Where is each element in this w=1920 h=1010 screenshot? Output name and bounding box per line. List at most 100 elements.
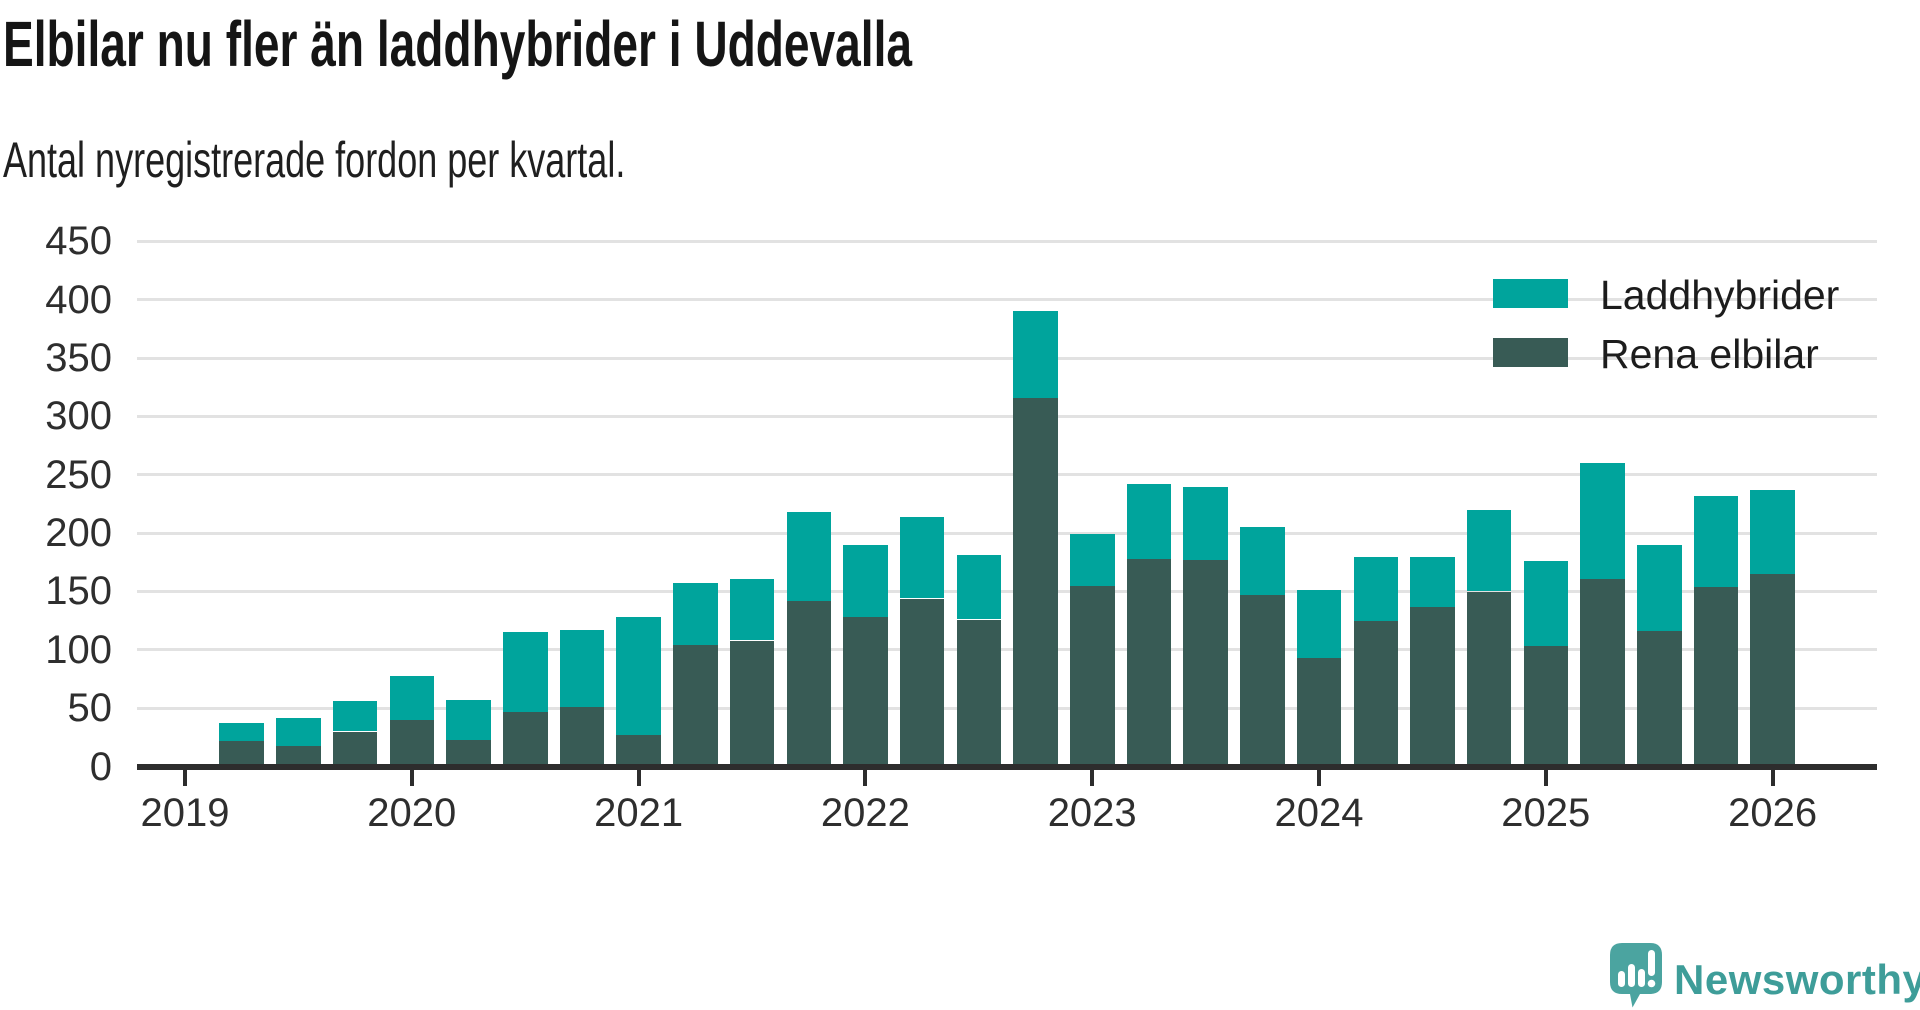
bar-segment-laddhybrider-2024-q2 [1353,556,1398,621]
bar-segment-rena-elbilar-2025-q3 [1637,631,1682,767]
bar-segment-rena-elbilar-2024-q4 [1466,591,1512,767]
bar-segment-rena-elbilar-2024-q2 [1353,620,1398,767]
y-axis-label: 200 [45,511,112,556]
bar-segment-rena-elbilar-2025-q4 [1693,586,1739,767]
x-axis-label: 2019 [140,791,230,835]
y-axis-label: 400 [45,277,112,322]
legend-swatch-rena-elbilar [1493,338,1568,367]
bar-segment-laddhybrider-2023-q2 [1126,484,1172,559]
gridline-400 [137,298,1877,302]
y-axis-label: 0 [89,744,112,789]
bar-segment-laddhybrider-2025-q4 [1693,495,1739,587]
bar-segment-rena-elbilar-2022-q4 [1013,397,1058,767]
bar-segment-rena-elbilar-2021-q4 [786,600,831,767]
bar-segment-rena-elbilar-2021-q2 [673,645,718,767]
gridline-100 [137,648,1877,652]
gridline-200 [137,531,1877,535]
bar-segment-rena-elbilar-2019-q2 [219,740,264,767]
bar-segment-laddhybrider-2021-q3 [729,578,775,641]
bar-segment-laddhybrider-2025-q1 [1523,561,1569,647]
bar-segment-laddhybrider-2020-q4 [559,630,605,707]
bar-segment-laddhybrider-2024-q4 [1466,509,1512,592]
bar-segment-rena-elbilar-2025-q1 [1523,646,1569,767]
y-axis-label: 450 [45,219,112,264]
bar-segment-laddhybrider-2023-q4 [1240,527,1285,595]
bar-segment-rena-elbilar-2022-q3 [956,619,1002,767]
bar-segment-rena-elbilar-2022-q1 [843,617,888,767]
bar-segment-laddhybrider-2025-q2 [1580,463,1625,579]
bar-segment-laddhybrider-2020-q3 [503,632,548,712]
bar-segment-laddhybrider-2021-q2 [673,583,718,646]
legend-swatch-laddhybrider [1493,279,1568,308]
bar-segment-laddhybrider-2025-q3 [1637,544,1682,632]
bar-segment-rena-elbilar-2019-q3 [276,745,321,767]
bar-segment-rena-elbilar-2023-q2 [1126,558,1172,767]
bar-segment-rena-elbilar-2025-q2 [1580,578,1625,767]
newsworthy-speech-bubble-bar-chart-icon [1610,943,1662,1008]
legend-label-laddhybrider: Laddhybrider [1600,272,1840,318]
bar-segment-rena-elbilar-2024-q1 [1296,658,1342,767]
chart-title: Elbilar nu fler än laddhybrider i Uddeva… [3,8,913,80]
bar-segment-rena-elbilar-2020-q1 [389,719,435,767]
gridline-350 [137,356,1877,360]
bar-segment-laddhybrider-2024-q3 [1410,556,1455,607]
bar-segment-rena-elbilar-2020-q3 [503,711,548,767]
bar-segment-laddhybrider-2023-q3 [1183,486,1228,560]
y-axis-label: 50 [67,686,113,731]
bar-segment-rena-elbilar-2022-q2 [899,598,945,767]
bar-segment-laddhybrider-2023-q1 [1070,534,1115,586]
bar-segment-rena-elbilar-2021-q1 [616,735,661,767]
bar-segment-laddhybrider-2022-q4 [1013,311,1058,398]
year-tick-2020 [409,770,414,786]
y-axis-label: 350 [45,336,112,381]
bar-segment-rena-elbilar-2020-q2 [446,739,491,767]
x-axis-label: 2022 [820,791,910,835]
x-axis-label: 2023 [1047,791,1137,835]
year-tick-2021 [636,770,641,786]
year-tick-2026 [1770,770,1775,786]
bar-segment-rena-elbilar-2020-q4 [559,707,605,767]
bar-segment-laddhybrider-2022-q3 [956,555,1002,620]
x-axis-label: 2024 [1274,791,1364,835]
bar-segment-rena-elbilar-2023-q4 [1240,595,1285,767]
y-axis-label: 100 [45,627,112,672]
year-tick-2019 [183,770,187,786]
bar-segment-laddhybrider-2022-q2 [899,516,945,599]
bar-segment-laddhybrider-2020-q1 [389,675,435,720]
bar-segment-laddhybrider-2019-q2 [219,723,264,741]
y-axis-label: 300 [45,394,112,439]
year-tick-2025 [1543,770,1548,786]
bar-segment-laddhybrider-2019-q4 [332,701,378,732]
bar-segment-laddhybrider-2021-q4 [786,512,831,601]
bar-segment-laddhybrider-2026-q1 [1750,490,1795,574]
bar-segment-rena-elbilar-2019-q4 [332,731,378,767]
year-tick-2022 [863,770,868,786]
gridline-150 [137,589,1877,593]
bar-segment-rena-elbilar-2024-q3 [1410,606,1455,767]
bar-segment-rena-elbilar-2023-q1 [1070,585,1115,767]
x-axis-label: 2025 [1501,791,1591,835]
x-axis-label: 2020 [367,791,457,835]
bar-segment-laddhybrider-2019-q3 [276,717,321,746]
year-tick-2024 [1317,770,1321,786]
bar-segment-laddhybrider-2022-q1 [843,544,888,618]
bar-segment-rena-elbilar-2026-q1 [1750,574,1795,767]
gridline-300 [137,414,1877,418]
bar-segment-laddhybrider-2020-q2 [446,700,491,740]
gridline-250 [137,473,1877,477]
gridline-450 [137,239,1877,243]
bar-segment-rena-elbilar-2021-q3 [729,640,775,767]
newsworthy-logo-text: Newsworthy [1674,956,1920,1003]
y-axis-label: 250 [45,452,112,497]
chart-subtitle: Antal nyregistrerade fordon per kvartal. [3,132,626,188]
x-axis-line [137,764,1877,770]
x-axis-label: 2021 [594,791,684,835]
x-axis-label: 2026 [1728,791,1818,835]
y-axis-label: 150 [45,569,112,614]
year-tick-2023 [1090,770,1095,786]
gridline-50 [137,706,1877,710]
legend-label-rena-elbilar: Rena elbilar [1600,331,1819,377]
bar-segment-rena-elbilar-2023-q3 [1183,560,1228,767]
